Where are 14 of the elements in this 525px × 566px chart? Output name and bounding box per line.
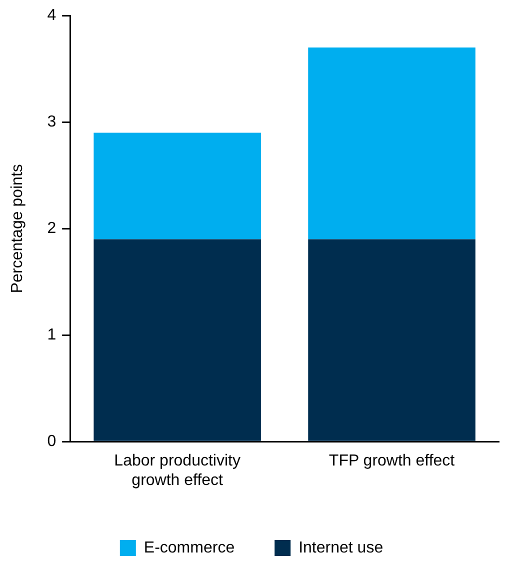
- bar: [308, 239, 476, 441]
- legend-label: E-commerce: [144, 539, 235, 556]
- legend-label: Internet use: [298, 539, 384, 556]
- y-tick-label: 2: [47, 220, 56, 238]
- y-axis-title: Percentage points: [9, 164, 26, 294]
- y-tick-label: 3: [47, 114, 56, 131]
- x-tick-label: TFP growth effect: [328, 452, 456, 470]
- bar: [308, 48, 476, 240]
- y-tick-label: 4: [47, 7, 56, 24]
- y-tick-label: 1: [47, 326, 56, 344]
- bar: [94, 132, 261, 240]
- x-tick-label: Labor productivity growth effect: [114, 452, 240, 489]
- bar: [94, 239, 261, 441]
- y-tick-label: 0: [47, 433, 56, 450]
